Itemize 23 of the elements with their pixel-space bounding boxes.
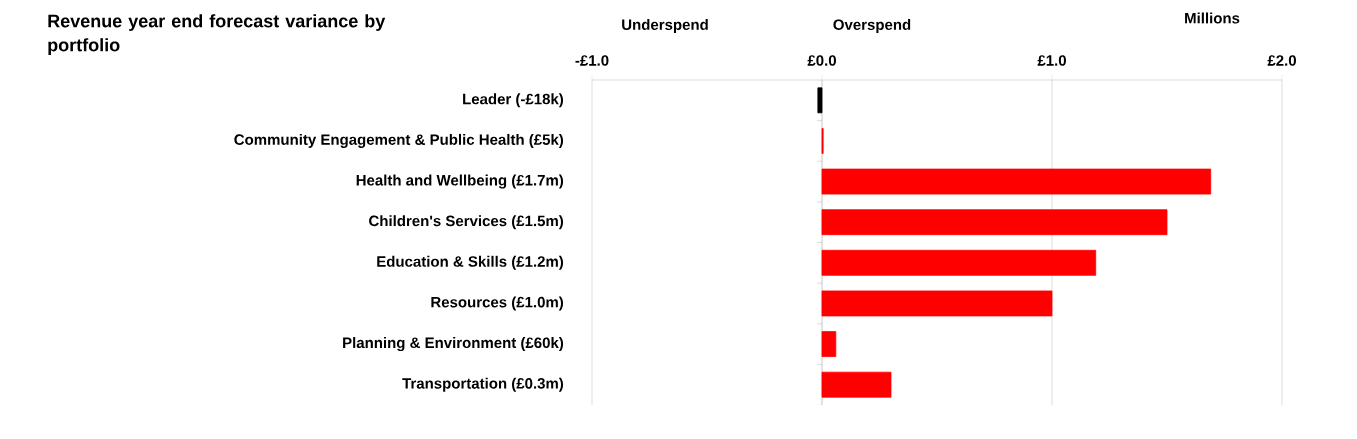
y-tick-label: Transportation (£0.3m): [402, 377, 564, 392]
y-tick-label: Health and Wellbeing (£1.7m): [356, 174, 564, 189]
bar: [821, 371, 892, 398]
text: Revenue year end forecast variance by portfolio: [48, 14, 386, 55]
bar: [821, 168, 1212, 195]
x-tick-label: £1.0: [1037, 55, 1066, 66]
x-tick-label: -£1.0: [575, 55, 609, 66]
y-tick-label: Resources (£1.0m): [431, 296, 564, 311]
y-tick-label: Community Engagement & Public Health (£5k): [234, 133, 564, 148]
y-tick-label: Children's Services (£1.5m): [369, 215, 564, 230]
y-tick-label: Leader (-£18k): [463, 93, 564, 108]
bar: [821, 331, 837, 357]
y-tick-label: Planning & Environment (£60k): [343, 337, 564, 352]
bar: [821, 290, 1053, 317]
text: Underspend: [622, 19, 708, 33]
bar: [821, 209, 1168, 236]
text: Overspend: [833, 19, 911, 33]
x-axis-title: Millions: [1185, 12, 1240, 24]
y-tick-label: Education & Skills (£1.2m): [377, 255, 564, 270]
x-tick-label: £0.0: [807, 55, 836, 66]
bar: [821, 249, 1097, 276]
x-tick-label: £2.0: [1267, 55, 1296, 66]
bar: [817, 87, 823, 114]
